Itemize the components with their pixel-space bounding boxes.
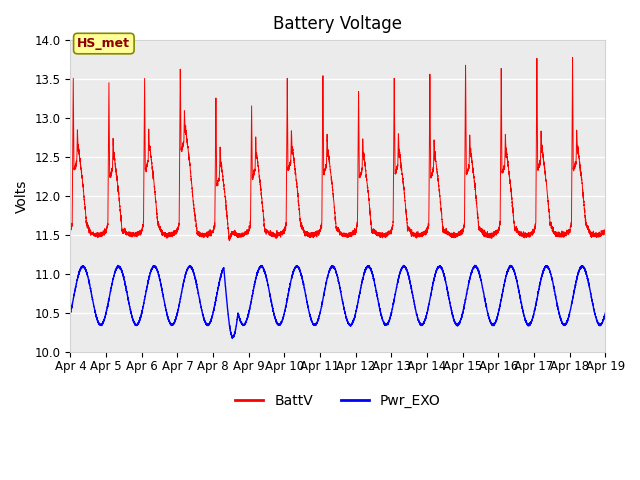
- BattV: [225, 238, 233, 244]
- BattV: [488, 233, 495, 239]
- Pwr_EXO: [602, 310, 609, 316]
- Y-axis label: Volts: Volts: [15, 180, 29, 213]
- BattV: [412, 233, 419, 239]
- Pwr_EXO: [471, 263, 479, 268]
- Legend: BattV, Pwr_EXO: BattV, Pwr_EXO: [230, 389, 446, 414]
- Title: Battery Voltage: Battery Voltage: [273, 15, 403, 33]
- BattV: [602, 228, 609, 234]
- Line: Pwr_EXO: Pwr_EXO: [70, 265, 605, 338]
- Pwr_EXO: [175, 301, 183, 307]
- BattV: [267, 230, 275, 236]
- BattV: [175, 217, 183, 223]
- Line: BattV: BattV: [70, 57, 605, 241]
- Pwr_EXO: [267, 296, 275, 301]
- Pwr_EXO: [600, 316, 607, 322]
- Pwr_EXO: [67, 309, 74, 315]
- BattV: [600, 230, 607, 236]
- Pwr_EXO: [228, 336, 236, 341]
- BattV: [569, 54, 577, 60]
- Pwr_EXO: [181, 275, 189, 280]
- BattV: [181, 120, 189, 126]
- Pwr_EXO: [488, 321, 495, 327]
- Text: HS_met: HS_met: [77, 37, 131, 50]
- Pwr_EXO: [412, 307, 419, 312]
- BattV: [67, 228, 74, 234]
